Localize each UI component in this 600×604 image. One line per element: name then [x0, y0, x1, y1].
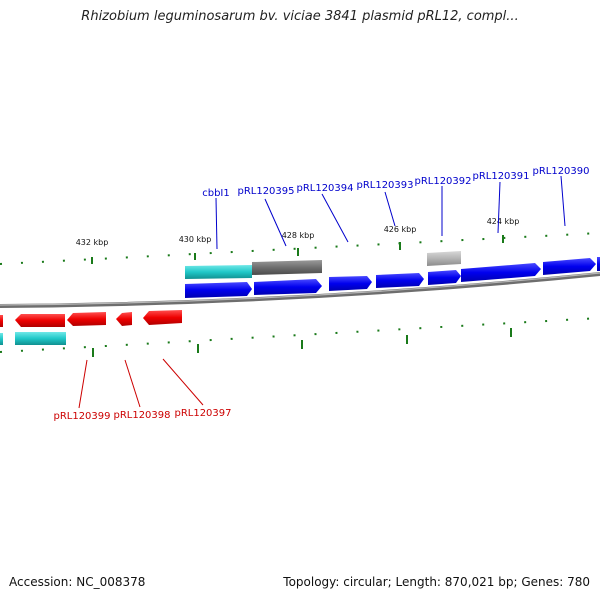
- forward-gene[interactable]: [329, 276, 372, 291]
- scale-label-430: 430 kbp: [179, 235, 212, 244]
- feature-misc-light[interactable]: [427, 251, 461, 266]
- scale-label-424: 424 kbp: [487, 217, 520, 226]
- forward-gene[interactable]: [597, 257, 600, 271]
- scale-label-428: 428 kbp: [282, 231, 315, 240]
- gene-label-pRL120392[interactable]: pRL120392: [414, 176, 471, 187]
- reverse-gene[interactable]: [116, 312, 132, 326]
- sequence-summary: Topology: circular; Length: 870,021 bp; …: [283, 575, 590, 589]
- feature-misc-dark[interactable]: [252, 260, 322, 275]
- reverse-gene[interactable]: [143, 310, 182, 325]
- forward-gene[interactable]: [543, 258, 596, 275]
- gene-label-pRL120394[interactable]: pRL120394: [296, 183, 353, 194]
- feature-track-top: [185, 251, 461, 279]
- plasmid-backbone: [0, 272, 600, 308]
- forward-gene[interactable]: [428, 270, 461, 285]
- forward-gene[interactable]: [254, 279, 322, 295]
- feature-track-bottom: [0, 332, 66, 345]
- forward-gene-track: [185, 257, 600, 298]
- gene-label-pRL120395[interactable]: pRL120395: [237, 186, 294, 197]
- gene-label-pRL120398[interactable]: pRL120398: [113, 410, 170, 421]
- gene-label-pRL120393[interactable]: pRL120393: [356, 180, 413, 191]
- forward-gene[interactable]: [376, 273, 424, 288]
- upper-major-ticks: [91, 235, 504, 264]
- scale-label-432: 432 kbp: [76, 238, 109, 247]
- feature-cbbI1[interactable]: [185, 265, 252, 279]
- forward-label-leaders: [215, 175, 566, 250]
- reverse-label-leaders: [78, 358, 204, 409]
- reverse-gene[interactable]: [67, 312, 106, 326]
- reverse-gene[interactable]: [0, 315, 3, 327]
- reverse-gene-track: [0, 310, 182, 327]
- gene-label-pRL120390[interactable]: pRL120390: [532, 166, 589, 177]
- gene-label-cbbI1[interactable]: cbbI1: [202, 188, 230, 199]
- rna-feature[interactable]: [15, 332, 66, 345]
- gene-label-pRL120391[interactable]: pRL120391: [472, 171, 529, 182]
- rna-feature[interactable]: [0, 333, 3, 345]
- forward-gene[interactable]: [461, 263, 541, 282]
- gene-label-pRL120397[interactable]: pRL120397: [174, 408, 231, 419]
- map-title: Rhizobium leguminosarum bv. viciae 3841 …: [81, 9, 519, 24]
- scale-label-426: 426 kbp: [384, 225, 417, 234]
- reverse-gene[interactable]: [15, 314, 65, 327]
- lower-major-ticks: [92, 328, 512, 357]
- forward-gene[interactable]: [185, 282, 252, 298]
- accession-text: Accession: NC_008378: [9, 575, 146, 589]
- gene-label-pRL120399[interactable]: pRL120399: [53, 411, 110, 422]
